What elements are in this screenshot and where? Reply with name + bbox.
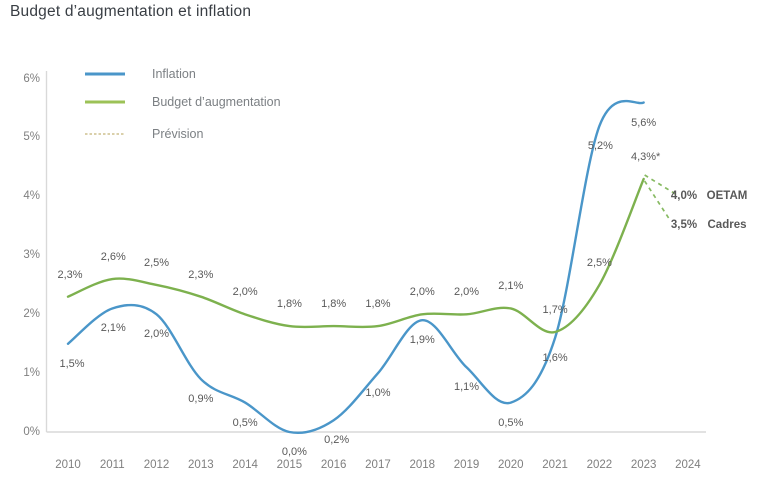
legend-item-budget: Budget d’augmentation xyxy=(84,94,281,110)
legend-label-prevision: Prévision xyxy=(152,127,204,141)
chart-title: Budget d’augmentation et inflation xyxy=(10,3,252,20)
legend-swatch-budget-icon xyxy=(85,100,125,104)
budget-line xyxy=(66,177,645,334)
legend-item-inflation: Inflation xyxy=(84,66,196,82)
prevision-dash-cadres xyxy=(643,180,672,222)
legend-swatch-prevision-icon xyxy=(85,133,125,135)
inflation-line xyxy=(66,99,645,434)
legend-swatch-inflation-icon xyxy=(85,72,125,76)
legend-label-budget: Budget d’augmentation xyxy=(152,95,281,109)
legend-item-prevision: Prévision xyxy=(84,126,203,142)
legend-label-inflation: Inflation xyxy=(152,67,196,81)
prevision-dash-oetam xyxy=(644,174,678,196)
